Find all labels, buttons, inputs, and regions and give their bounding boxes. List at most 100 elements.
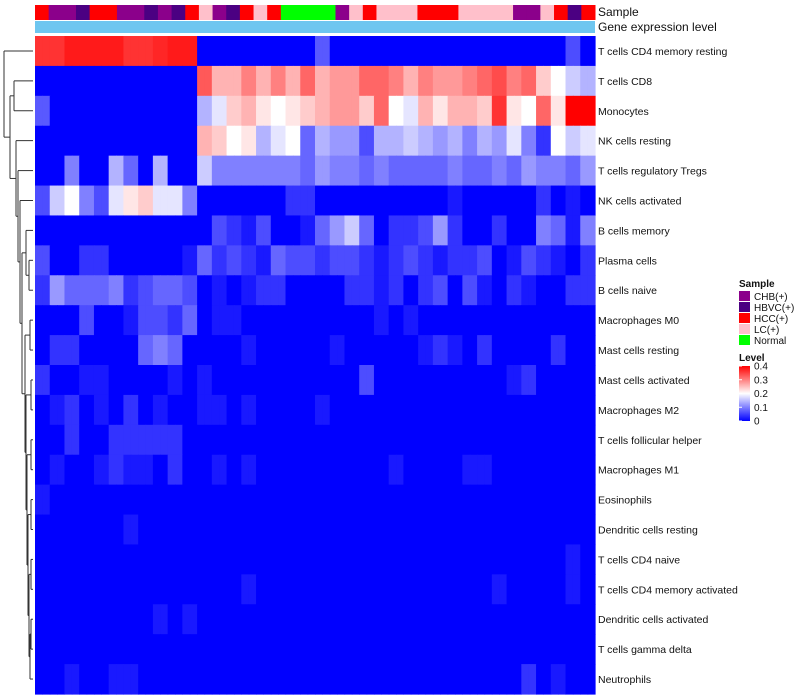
heatmap-cell [307, 65, 316, 97]
heatmap-cell [440, 604, 449, 635]
heatmap-cell [116, 634, 125, 665]
heatmap-cell [270, 125, 279, 157]
heatmap-cell [491, 634, 500, 665]
heatmap-cell [359, 305, 368, 336]
heatmap-cell [226, 65, 235, 97]
sample-annotation-cell [267, 5, 282, 20]
heatmap-cell [101, 36, 110, 67]
heatmap-cell [499, 424, 508, 456]
heatmap-cell [425, 604, 434, 635]
heatmap-cell [499, 36, 508, 67]
heatmap-cell [241, 125, 250, 157]
heatmap-cell [447, 514, 456, 546]
heatmap-cell [477, 125, 486, 157]
heatmap-cell [550, 544, 559, 575]
heatmap-cell [351, 604, 360, 635]
heatmap-cell [521, 424, 530, 456]
heatmap-cell [86, 125, 95, 157]
gene-expression-annotation-bar [35, 21, 595, 33]
heatmap-cell [79, 664, 88, 695]
sample-annotation-cell [444, 5, 459, 20]
heatmap-cell [189, 365, 198, 396]
heatmap-cell [373, 664, 382, 695]
heatmap-cell [381, 365, 390, 396]
heatmap-cell [182, 604, 191, 635]
heatmap-cell [469, 36, 478, 67]
heatmap-cell [499, 155, 508, 187]
heatmap-cell [418, 275, 427, 306]
heatmap-cell [550, 604, 559, 635]
heatmap-cell [145, 95, 154, 127]
heatmap-cell [307, 125, 316, 157]
heatmap-cell [35, 365, 43, 396]
heatmap-cell [49, 155, 58, 187]
heatmap-cell [322, 275, 331, 306]
heatmap-cell [42, 245, 51, 276]
heatmap-cell [344, 245, 353, 276]
heatmap-cell [366, 95, 375, 127]
sample-annotation-cell [431, 5, 446, 20]
heatmap-cell [93, 544, 102, 575]
heatmap-cell [145, 36, 154, 67]
sample-annotation-cell [89, 5, 104, 20]
heatmap-cell [204, 95, 213, 127]
heatmap-cell [388, 185, 397, 217]
heatmap-cell [366, 514, 375, 546]
heatmap-cell [447, 634, 456, 665]
heatmap-cell [462, 36, 471, 67]
heatmap-cell [175, 484, 183, 516]
heatmap-cell [116, 95, 125, 127]
heatmap-cell [477, 95, 486, 127]
heatmap-cell [292, 95, 301, 127]
heatmap-cell [359, 394, 368, 426]
heatmap-cell [513, 125, 522, 157]
heatmap-cell [315, 365, 323, 396]
heatmap-cell [580, 394, 589, 426]
heatmap-cell [337, 245, 346, 276]
heatmap-cell [506, 305, 515, 336]
heatmap-cell [86, 275, 95, 306]
heatmap-cell [101, 155, 110, 187]
heatmap-cell [64, 634, 73, 665]
heatmap-cell [79, 275, 88, 306]
heatmap-cell [388, 95, 397, 127]
heatmap-cell [123, 394, 132, 426]
heatmap-cell [373, 185, 382, 217]
heatmap-cell [587, 365, 596, 396]
heatmap-cell [292, 604, 301, 635]
heatmap-cell [403, 125, 412, 157]
heatmap-cell [469, 215, 478, 246]
heatmap-cell [491, 365, 500, 396]
heatmap-cell [167, 514, 176, 546]
heatmap-cell [565, 454, 574, 486]
heatmap-cell [167, 65, 176, 97]
heatmap-cell [182, 394, 191, 426]
level-legend-title: Level [739, 353, 765, 364]
heatmap-cell [204, 604, 213, 635]
heatmap-cell [337, 574, 346, 605]
heatmap-cell [432, 634, 441, 665]
heatmap-cell [167, 454, 176, 486]
heatmap-cell [167, 574, 176, 605]
heatmap-cell [57, 574, 66, 605]
heatmap-cell [116, 125, 125, 157]
heatmap-cell [307, 365, 316, 396]
heatmap-cell [116, 574, 125, 605]
heatmap-cell [64, 245, 73, 276]
heatmap-cell [373, 514, 382, 546]
sample-annotation-cell [198, 5, 214, 20]
heatmap-cell [373, 95, 382, 127]
heatmap-cell [292, 125, 301, 157]
sample-annotation-cell [335, 5, 350, 20]
heatmap-cell [418, 215, 427, 246]
heatmap-cell [506, 275, 515, 306]
heatmap-cell [71, 544, 80, 575]
heatmap-cell [351, 634, 360, 665]
heatmap-cell [410, 634, 419, 665]
heatmap-cell [565, 125, 574, 157]
heatmap-cell [565, 394, 574, 426]
sample-legend-label: HCC(+) [754, 314, 788, 325]
heatmap-cell [241, 305, 250, 336]
heatmap-cell [469, 634, 478, 665]
heatmap-cell [101, 454, 110, 486]
